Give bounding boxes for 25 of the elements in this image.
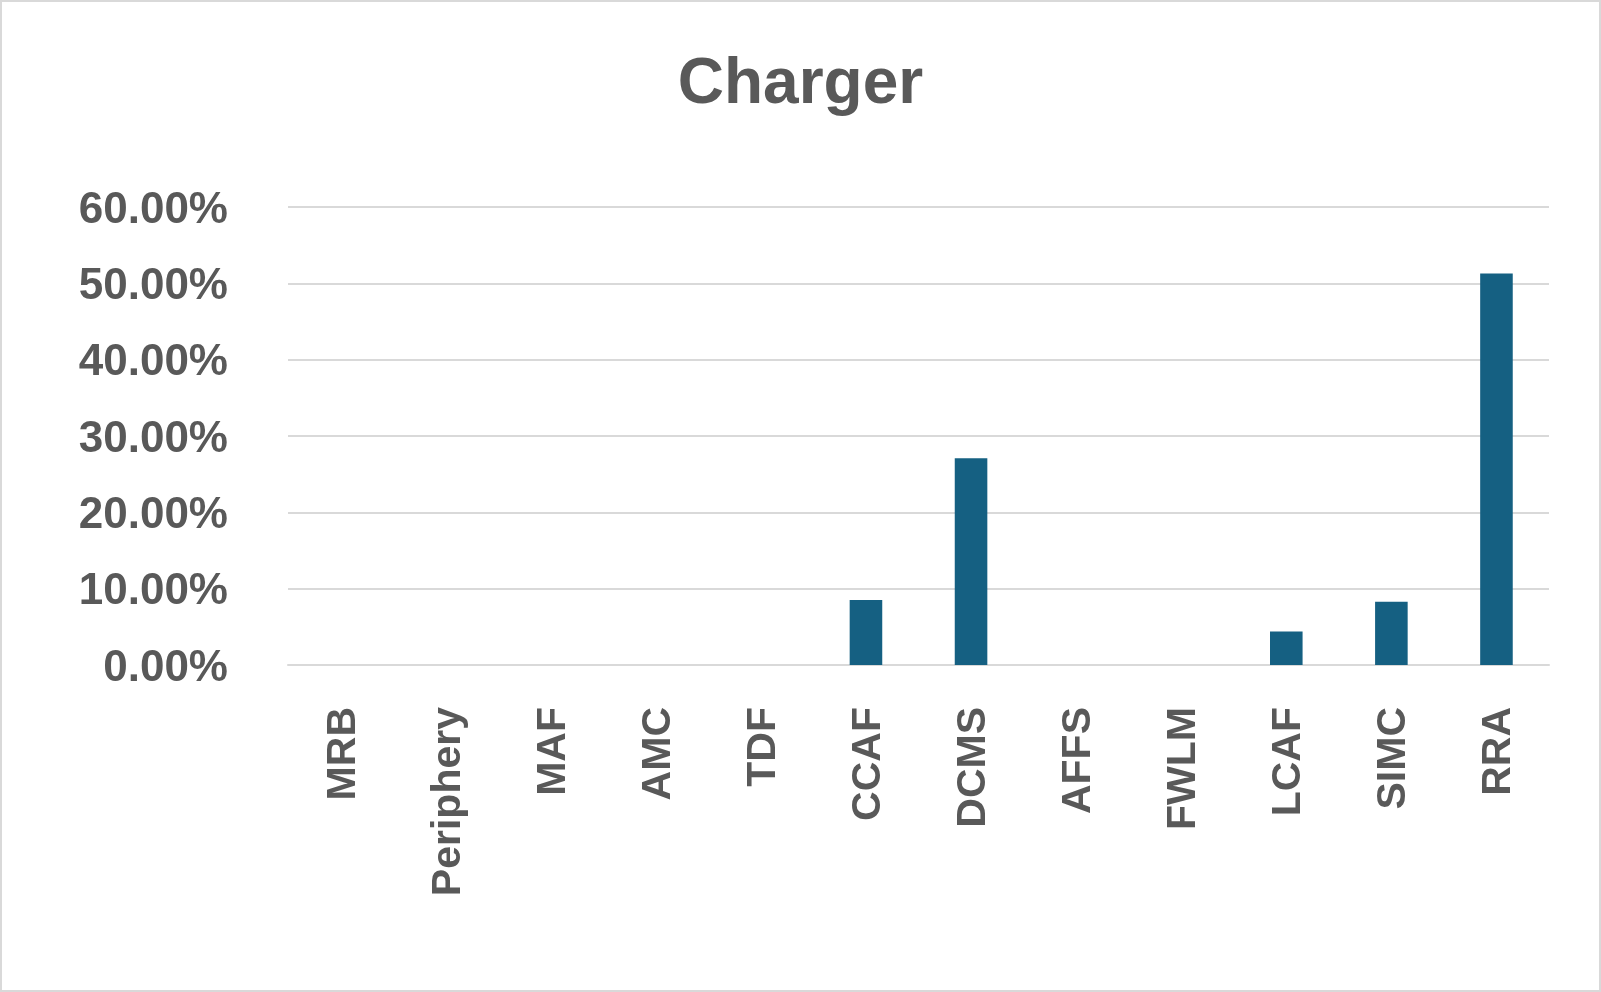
bar [849,600,883,665]
bar [1480,273,1513,665]
bar [1375,601,1408,665]
x-tick-label: MRB [317,707,364,801]
y-tick-label: 20.00% [78,487,228,537]
y-tick-label: 60.00% [78,182,228,232]
y-tick-label: 30.00% [78,411,228,461]
y-tick-label: 10.00% [78,564,228,614]
bar [954,458,988,665]
x-tick-label: Periphery [422,706,469,897]
x-tick-label: RRA [1473,707,1520,796]
y-tick-label: 40.00% [78,335,228,385]
x-tick-label: FWLM [1158,707,1205,830]
x-tick-label: AFFS [1053,707,1100,815]
x-tick-label: DCMS [948,707,995,828]
x-tick-label: LCAF [1263,707,1310,817]
x-tick-label: AMC [632,707,679,801]
x-tick-label: TDF [737,707,784,787]
chart-title: Charger [677,45,924,117]
x-tick-label: MAF [527,707,574,796]
y-tick-label: 0.00% [103,640,228,690]
x-tick-label: SIMC [1368,707,1415,810]
y-tick-label: 50.00% [78,258,228,308]
bar [1270,631,1303,665]
x-tick-label: CCAF [842,707,889,821]
